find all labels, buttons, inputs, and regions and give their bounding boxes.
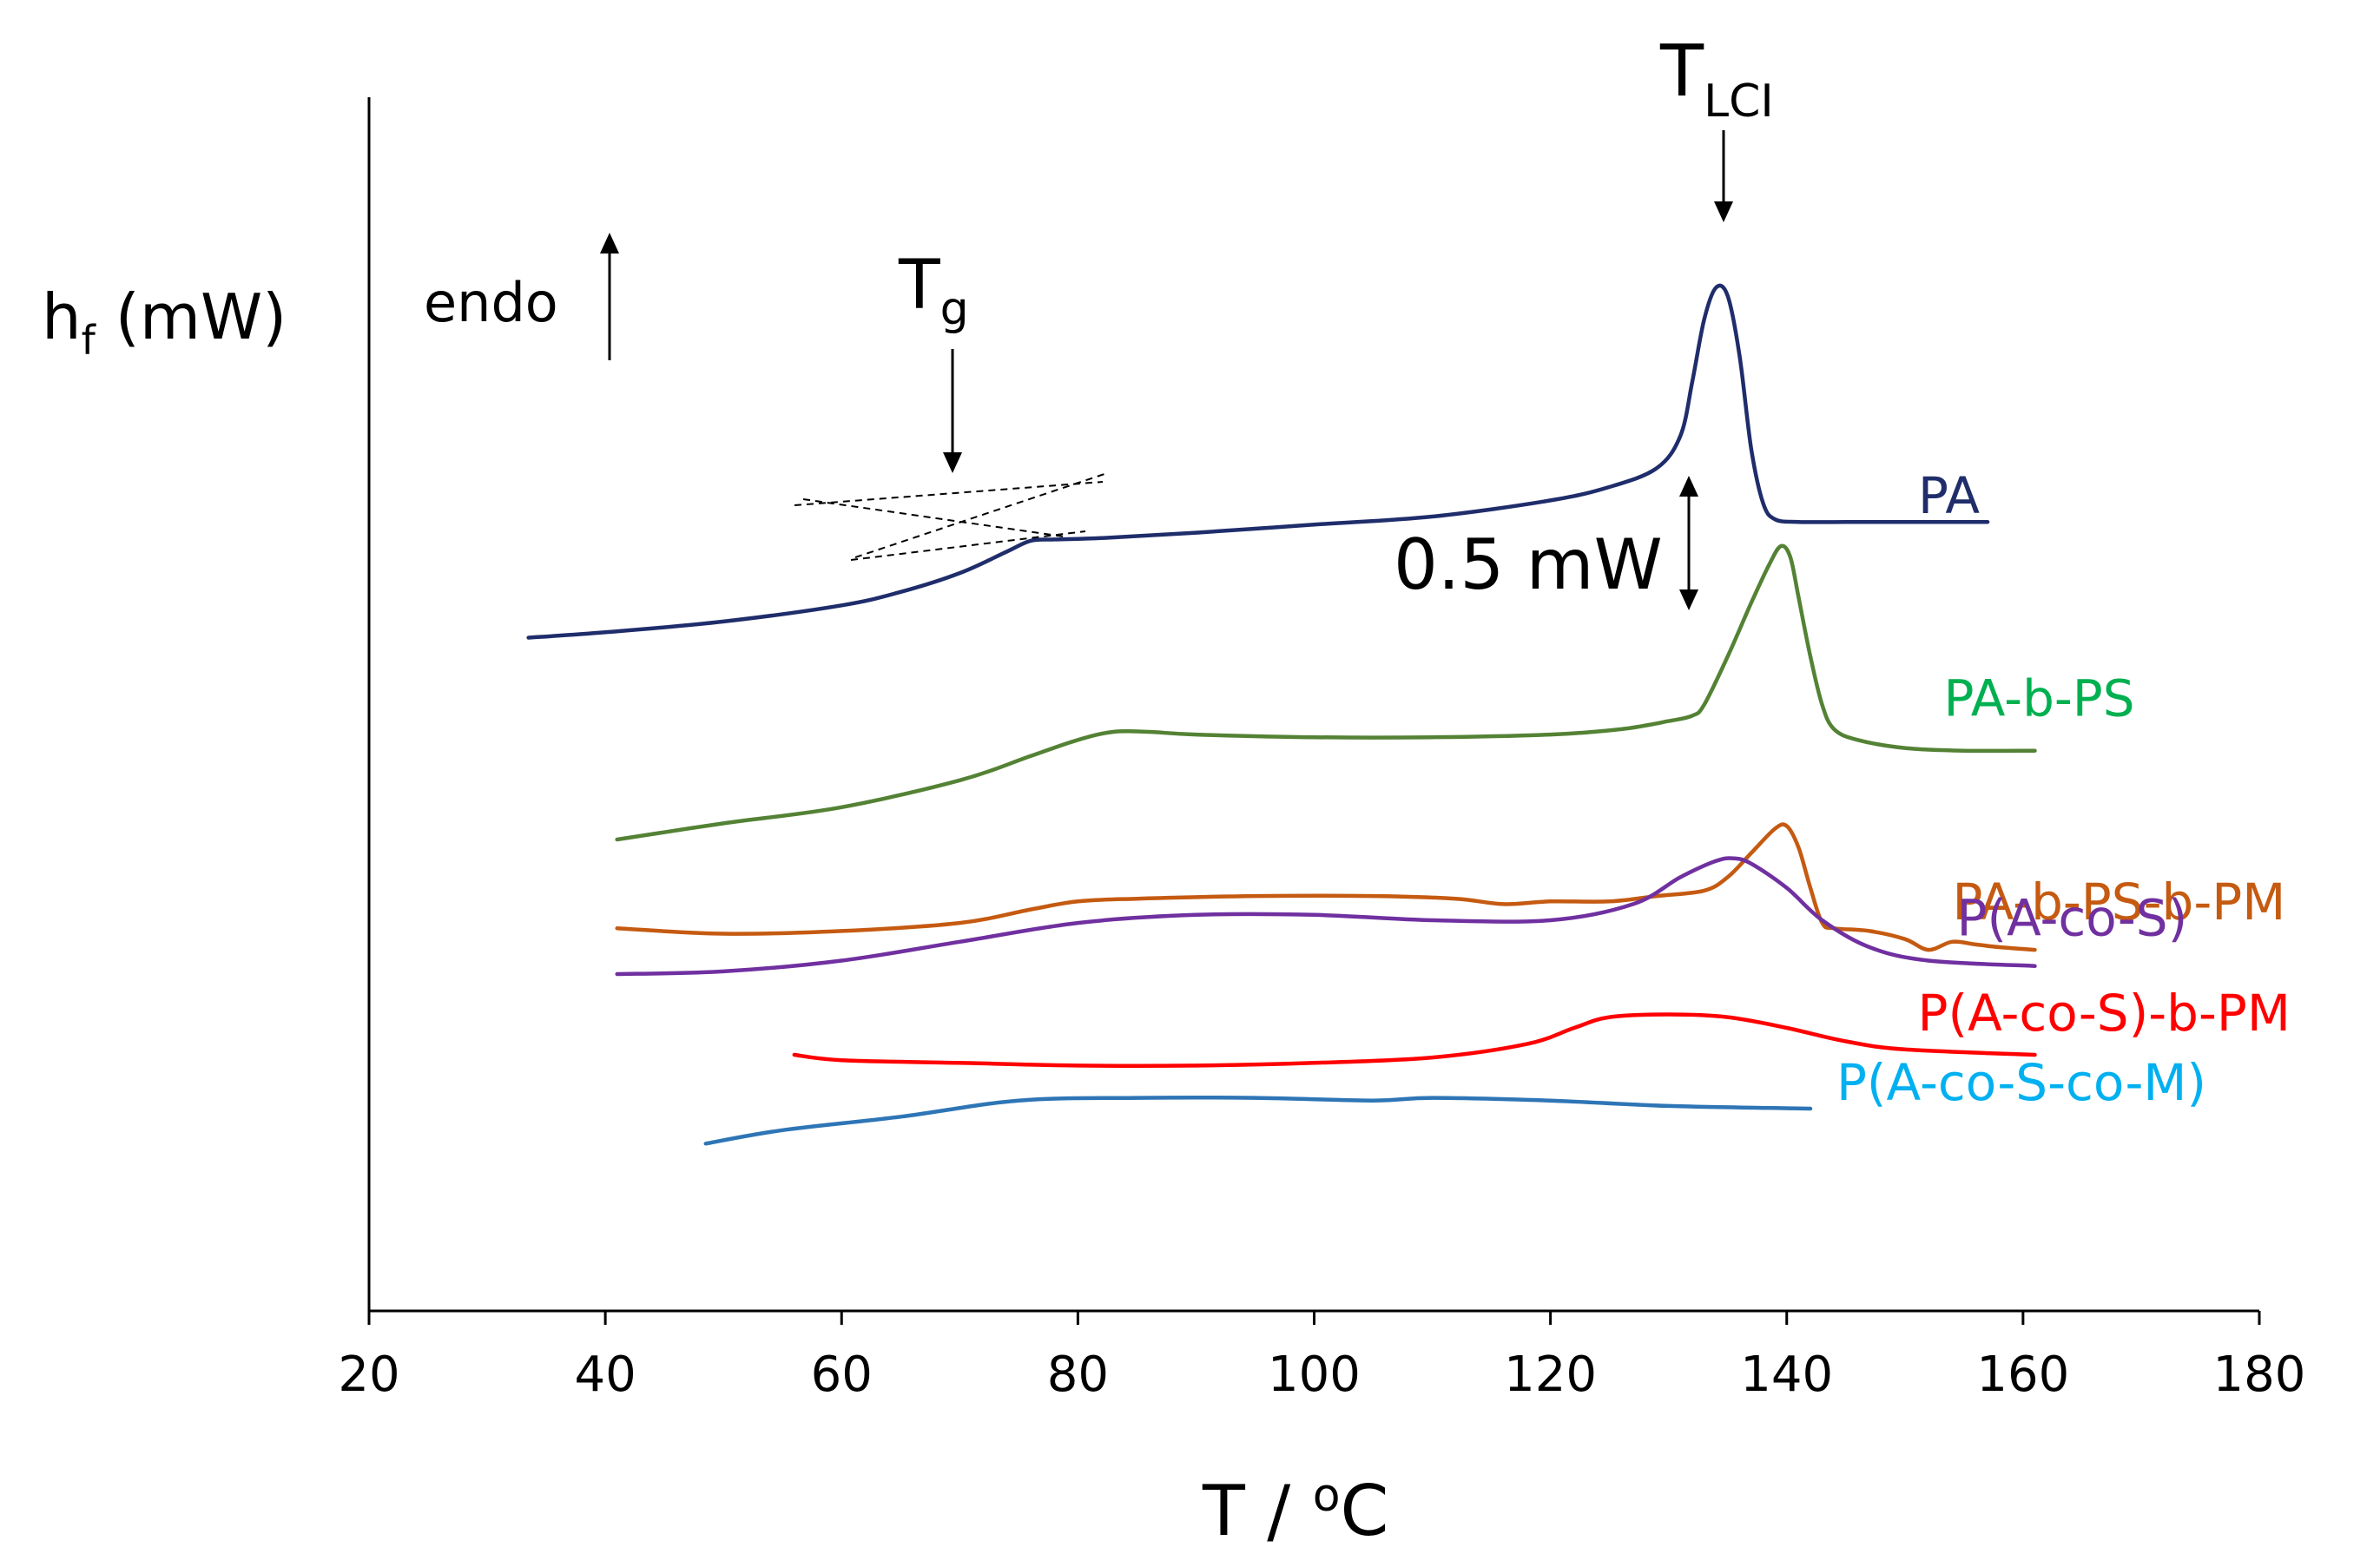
tlci-label: TLCI [1659,30,1774,128]
series-line-5 [703,1095,1813,1146]
endo-up-arrow-icon [600,233,619,360]
x-tick-label: 40 [574,1347,636,1403]
tg-label-sub: g [940,283,969,335]
tangent-line-slope-a [802,498,1065,537]
x-axis-title-unit: C [1341,1471,1389,1551]
x-ticks: 20 40 60 80 100 120 140 160 180 [338,1311,2305,1403]
series-label-2: PA-b-PS-b-PM [1952,872,2285,932]
tg-label-main: T [898,247,940,325]
series-group [526,283,2037,1146]
series-label-3: P(A-co-S) [1956,889,2187,948]
tlci-down-arrow-icon [1714,130,1733,222]
series-labels: PA PA-b-PS PA-b-PS-b-PMP(A-co-S) P(A-co-S)-… [1836,466,2291,1112]
series-label-4: P(A-co-S)-b-PM [1917,984,2290,1043]
x-tick-label: 140 [1740,1347,1833,1403]
endo-label: endo [424,271,558,334]
series-line-0 [526,283,1990,640]
y-axis-title: hf (mW) [42,280,287,364]
x-axis-title: T / oC [1202,1470,1388,1551]
x-axis-title-super: o [1313,1470,1341,1522]
x-tick-label: 20 [338,1347,399,1403]
y-axis-title-unit: (mW) [96,280,287,353]
tg-label: Tg [898,247,969,335]
series-line-1 [615,543,2037,842]
tlci-label-main: T [1659,30,1704,113]
tg-tangent-lines [794,472,1108,561]
y-axis-title-sub: f [82,317,97,364]
tangent-line-slope-b [854,472,1108,558]
x-tick-label: 60 [811,1347,873,1403]
series-label-5: P(A-co-S-co-M) [1836,1053,2206,1112]
x-tick-label: 80 [1047,1347,1109,1403]
series-line-2 [615,822,2037,952]
scale-bar-label: 0.5 mW [1394,524,1663,605]
x-tick-label: 160 [1976,1347,2069,1403]
tangent-line-lower-baseline [850,530,1086,561]
x-axis-title-main: T / [1202,1471,1313,1551]
y-axis-title-main: h [42,280,82,353]
series-line-3 [615,856,2037,977]
scale-bar-double-arrow-icon [1679,476,1698,610]
x-tick-label: 180 [2213,1347,2306,1403]
tangent-line-upper-baseline [794,481,1104,506]
series-line-4 [792,1012,2037,1069]
tg-down-arrow-icon [943,349,962,473]
tlci-label-sub: LCI [1704,76,1774,128]
series-label-1: PA-b-PS [1943,669,2134,728]
series-label-0: PA [1918,466,1980,525]
x-tick-label: 100 [1268,1347,1361,1403]
x-tick-label: 120 [1504,1347,1597,1403]
